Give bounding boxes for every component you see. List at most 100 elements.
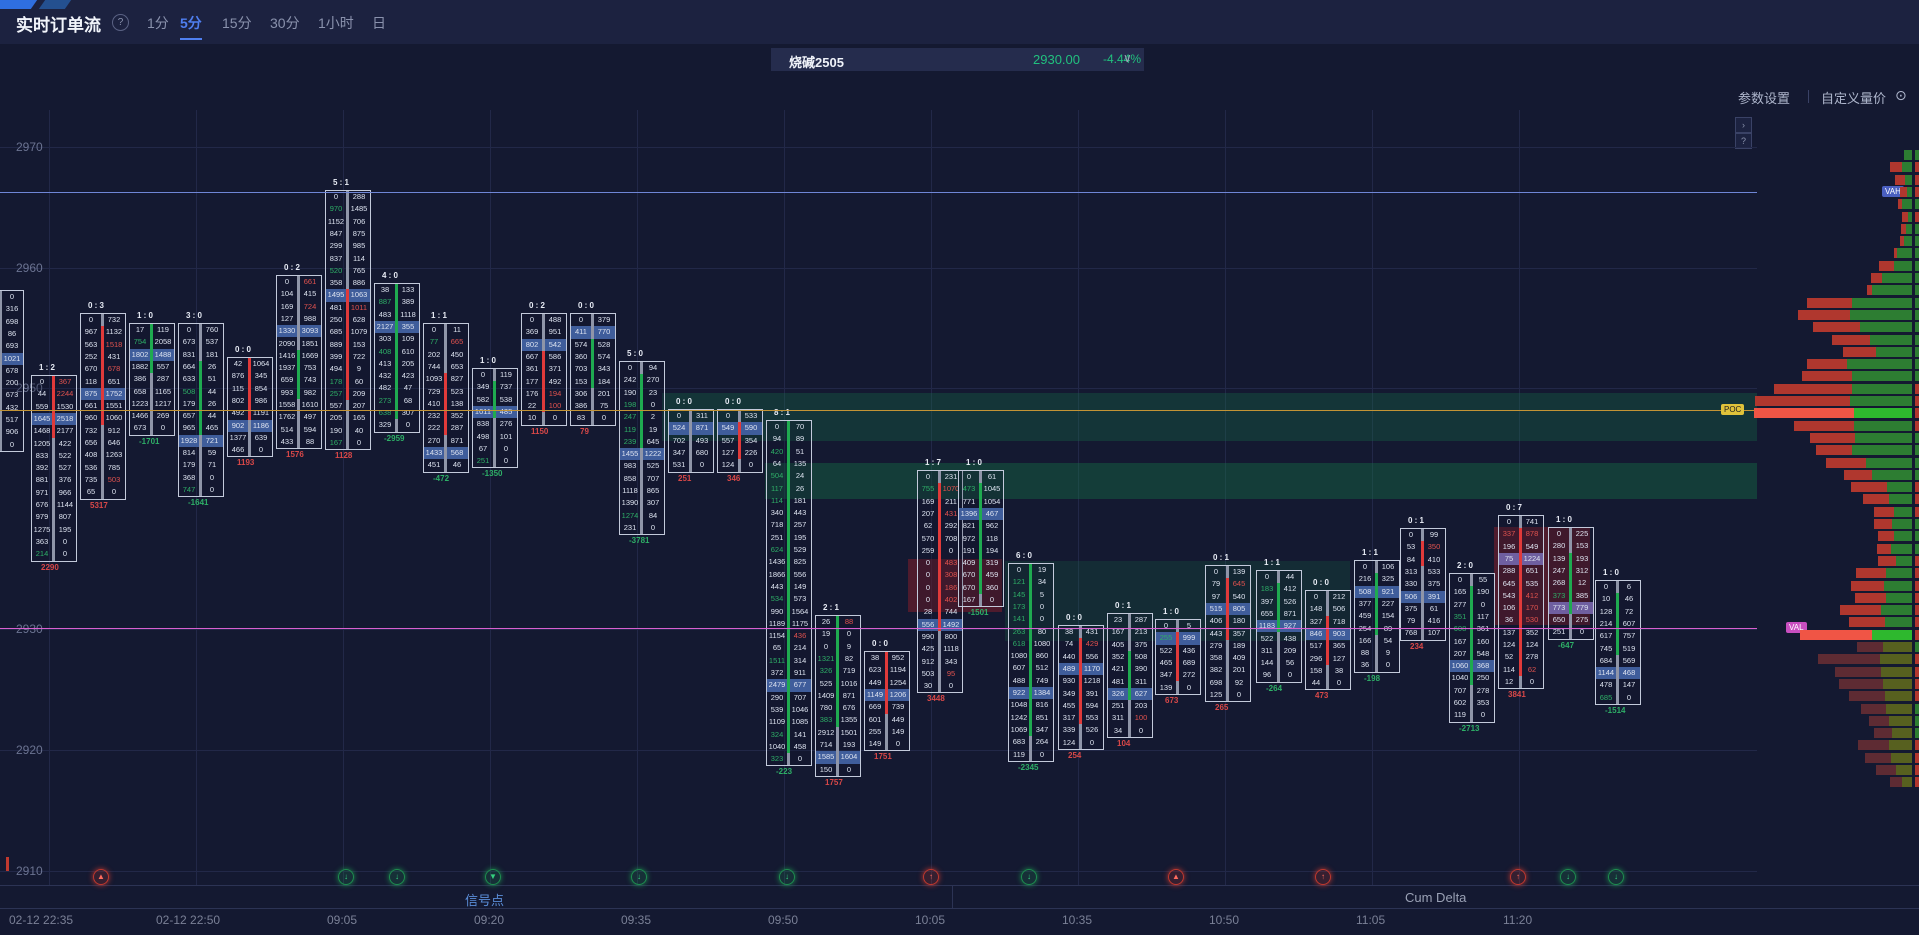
footprint-column[interactable]: 0 316 698 86 693 1021 678 200 673 432 517 906 0 <box>0 290 24 452</box>
footprint-column[interactable]: 0 661 104 415 169 724 127 988 1330 3093 2090 1851 14… <box>276 275 322 450</box>
footprint-column[interactable]: 38 431 74 429 440 556 489 1170 930 1218 349 391 455 5… <box>1058 625 1104 750</box>
cum-delta-lane-label[interactable]: Cum Delta <box>1405 890 1467 905</box>
bid-volume: 173 <box>1012 601 1026 611</box>
footprint-column[interactable]: 0 367 44 2244 559 1530 1645 2518 1468 2177 1205 422… <box>31 375 77 562</box>
price-row: 889 153 <box>326 339 370 351</box>
price-row: 522 436 <box>1156 645 1200 657</box>
signal-marker[interactable]: ↓ <box>631 869 647 885</box>
bid-volume: 202 <box>427 349 441 359</box>
footprint-column[interactable]: 0 106 216 325 508 921 377 227 459 154 254 89 166 54 88… <box>1354 560 1400 673</box>
signal-marker[interactable]: ↓ <box>779 869 795 885</box>
custom-volume-price-button[interactable]: 自定义量价 <box>1821 91 1887 106</box>
footprint-column[interactable]: 0 99 53 350 84 410 313 533 330 375 506 391 375 61 79 41… <box>1400 528 1446 641</box>
footprint-column[interactable]: 0 741 337 878 196 549 75 1224 288 651 645 535 543 412… <box>1498 515 1544 690</box>
ask-volume: 194 <box>548 388 562 398</box>
footprint-column[interactable]: 0 6 10 46 128 72 214 607 617 757 745 519 684 569 1144 4… <box>1595 580 1641 705</box>
timeframe-tab-1分[interactable]: 1分 <box>147 15 169 31</box>
footprint-column[interactable]: 0 379 411 770 574 528 360 574 703 343 153 184 306 201… <box>570 313 616 426</box>
vertical-gridline <box>1372 110 1373 885</box>
signal-marker[interactable]: ▲ <box>1168 869 1184 885</box>
candle-wick <box>1421 529 1424 640</box>
gear-icon[interactable]: ⊙ <box>1895 87 1907 103</box>
footprint-column[interactable]: 0 533 549 590 557 354 127 226 124 0 <box>717 409 763 473</box>
signal-marker[interactable]: ↑ <box>1315 869 1331 885</box>
footprint-column[interactable]: 0 70 94 89 420 51 64 135 504 24 117 26 114 181 340 443 7… <box>766 420 812 767</box>
imbalance-header: 6 : 0 <box>1016 551 1033 560</box>
bid-volume: 124 <box>721 460 735 470</box>
imbalance-header: 1 : 2 <box>39 363 56 372</box>
ask-volume: 9 <box>356 364 362 374</box>
ask-volume: 343 <box>597 364 611 374</box>
title-help-icon[interactable]: ? <box>112 14 129 31</box>
footprint-column[interactable]: 0 488 369 951 802 542 667 586 361 371 177 492 176 194… <box>521 313 567 426</box>
signal-lane-label[interactable]: 信号点 <box>465 893 505 908</box>
timeframe-tab-15分[interactable]: 15分 <box>222 15 252 31</box>
footprint-column[interactable]: 0 44 183 412 397 526 655 871 1183 927 522 438 311 209… <box>1256 570 1302 683</box>
profile-bar-ask <box>1850 309 1912 320</box>
signal-marker[interactable]: ▲ <box>93 869 109 885</box>
signal-marker[interactable]: ↓ <box>1608 869 1624 885</box>
price-row: 36 530 <box>1499 614 1543 626</box>
footprint-column[interactable]: 0 119 349 737 582 538 1011 485 838 276 498 101 67 0 25… <box>472 368 518 469</box>
signal-marker[interactable]: ↓ <box>1021 869 1037 885</box>
footprint-column[interactable]: 42 1064 876 345 115 854 802 986 492 1191 902 1186 13… <box>227 357 273 458</box>
bid-volume: 10 <box>527 413 537 423</box>
footprint-column[interactable]: 17 119 754 2058 1802 1488 1882 557 386 287 658 1165… <box>129 323 175 436</box>
price-row: 655 871 <box>1257 608 1301 620</box>
footprint-column[interactable]: 0551651902770351117608361167160207548106… <box>1449 573 1495 723</box>
ask-volume: 438 <box>1283 633 1297 643</box>
params-settings-button[interactable]: 参数设置 <box>1738 91 1791 106</box>
footprint-column[interactable]: 0 61 473 1045 771 1054 1396 467 821 962 972 118 191 1… <box>958 470 1004 608</box>
signal-marker[interactable]: ↓ <box>389 869 405 885</box>
bid-volume: 473 <box>962 484 976 494</box>
bid-volume: 837 <box>329 253 343 263</box>
footprint-column[interactable]: 0 732 967 1132 563 1518 252 431 670 678 118 651 875 1… <box>80 313 126 500</box>
instrument-selector[interactable]: 烧碱2505 2930.00 -4.44% ∨ <box>771 48 1144 71</box>
footprint-column[interactable]: 0 231 755 1070 169 211 207 431 62 292 570 708 259 0 0 4… <box>917 470 963 694</box>
footprint-column[interactable]: 38 952 623 1194 449 1254 1149 1206 669 739 601 449 2… <box>864 651 910 752</box>
ask-volume: 26 <box>795 483 805 493</box>
signal-marker[interactable]: ↑ <box>923 869 939 885</box>
bid-volume: 2127 <box>376 321 394 331</box>
footprint-column[interactable]: 0 288 970 1485 1152 706 847 875 299 985 837 114 520 7… <box>325 190 371 451</box>
bid-volume: 707 <box>1453 685 1467 695</box>
footprint-column[interactable]: 23 287 167 213 405 375 352 508 421 390 481 311 326 62… <box>1107 613 1153 738</box>
ask-volume: 141 <box>793 729 807 739</box>
bid-volume: 889 <box>329 339 343 349</box>
timeframe-tab-日[interactable]: 日 <box>372 15 386 31</box>
footprint-column[interactable]: 0 212 148 506 327 718 846 903 517 365 296 127 158 38 4… <box>1305 590 1351 691</box>
bid-volume: 1466 <box>131 411 149 421</box>
footprint-column[interactable]: 0 94 242 270 190 23 198 0 247 2 119 19 239 645 1455 122… <box>619 361 665 536</box>
timeframe-tab-1小时[interactable]: 1小时 <box>318 15 354 31</box>
footprint-column[interactable]: 0 139 79 645 97 540 515 805 406 180 443 357 279 189 35… <box>1205 565 1251 703</box>
ask-volume: 350 <box>1427 542 1441 552</box>
bid-volume: 1205 <box>33 438 51 448</box>
bid-volume: 22 <box>527 401 537 411</box>
signal-marker[interactable]: ↑ <box>1510 869 1526 885</box>
price-row: 53 350 <box>1401 541 1445 553</box>
timeframe-tab-30分[interactable]: 30分 <box>270 15 300 31</box>
ask-volume: 982 <box>303 387 317 397</box>
footprint-column[interactable]: 0 225 280 153 139 193 247 312 268 12 373 385 773 779 6… <box>1548 527 1594 640</box>
price-row: 251 0 <box>1549 626 1593 638</box>
signal-marker[interactable]: ▼ <box>485 869 501 885</box>
signal-marker[interactable]: ↓ <box>1560 869 1576 885</box>
ask-volume: 200 <box>5 378 19 388</box>
timeframe-tab-5分[interactable]: 5分 <box>180 13 202 40</box>
footprint-column[interactable]: 38 133 887 389 483 1118 2127 355 303 109 408 610 413… <box>374 283 420 433</box>
expand-panel-button[interactable]: › <box>1735 117 1752 133</box>
footprint-column[interactable]: 0 19 121 34 145 5 173 0 141 0 263 80 618 1080 1080 860 6… <box>1008 563 1054 762</box>
footprint-column[interactable]: 26 88 19 0 0 9 1321 82 326 719 525 1016 1409 871 780 67… <box>815 615 861 777</box>
signal-marker[interactable]: ↓ <box>338 869 354 885</box>
delta-strip-cell <box>1915 506 1919 517</box>
price-row: 247 312 <box>1549 565 1593 577</box>
panel-help-button[interactable]: ? <box>1735 133 1752 149</box>
ask-volume: 0 <box>1480 710 1486 720</box>
footprint-column[interactable]: 0 311 524 871 702 493 347 680 531 0 <box>668 409 714 473</box>
bid-volume: 251 <box>770 532 784 542</box>
ask-volume: 825 <box>793 557 807 567</box>
bid-volume: 263 <box>1012 626 1026 636</box>
footprint-column[interactable]: 0 11 77 665 202 450 744 653 1093 827 729 523 410 138 2… <box>423 323 469 473</box>
footprint-column[interactable]: 0 5 255 999 522 436 465 689 347 272 139 0 <box>1155 619 1201 695</box>
profile-bar-bid <box>1858 740 1889 751</box>
